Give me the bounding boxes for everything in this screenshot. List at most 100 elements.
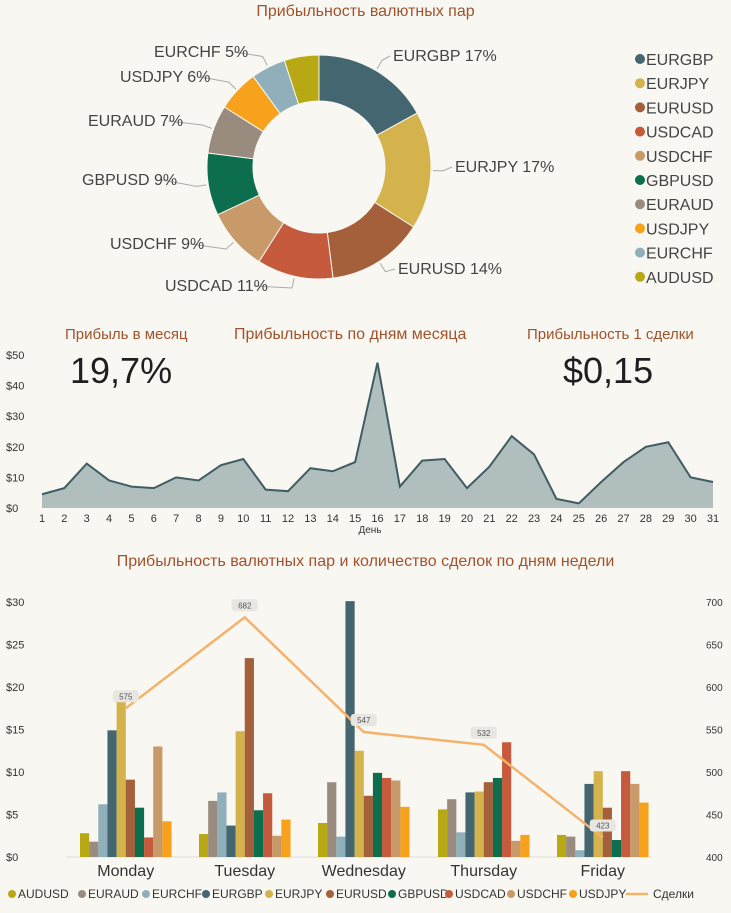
- legend-label-audusd: AUDUSD: [646, 270, 714, 287]
- daily-xtick: 3: [84, 513, 90, 525]
- daily-xtick: 8: [196, 513, 202, 525]
- legend-marker-usdjpy: [635, 223, 645, 234]
- weekly-ytick-right: 600: [706, 683, 723, 694]
- bar-friday-eurjpy: [593, 771, 603, 857]
- daily-title: Прибыльность по дням месяца: [234, 326, 467, 343]
- daily-ytick: $0: [6, 503, 18, 515]
- donut-label-eurchf: EURCHF 5%: [154, 44, 248, 61]
- bar-friday-eurchf: [575, 850, 585, 857]
- weekly-xtick-friday: Friday: [581, 863, 625, 880]
- weekly-legend-label-deals: Сделки: [653, 887, 694, 901]
- deal-profit-value: $0,15: [563, 350, 654, 391]
- donut-label-eurusd: EURUSD 14%: [398, 261, 502, 278]
- bar-tuesday-usdcad: [263, 793, 273, 857]
- daily-xtick: 1: [39, 513, 45, 525]
- weekly-ytick-left: $15: [6, 725, 24, 737]
- donut-label-euraud: EURAUD 7%: [88, 113, 183, 130]
- legend-label-gbpusd: GBPUSD: [646, 173, 714, 190]
- weekly-xtick-thursday: Thursday: [450, 863, 517, 880]
- weekly-legend-label-euraud: EURAUD: [88, 887, 139, 901]
- daily-xtick: 13: [304, 513, 316, 525]
- donut-leader-eurusd: [379, 262, 396, 273]
- bar-tuesday-eurusd: [244, 658, 254, 857]
- weekly-legend-label-gbpusd: GBPUSD: [398, 887, 449, 901]
- daily-xlabel: День: [358, 525, 381, 536]
- bar-monday-eurgbp: [107, 730, 117, 857]
- bar-monday-euraud: [89, 841, 99, 857]
- donut-label-gbpusd: GBPUSD 9%: [82, 172, 177, 189]
- bar-friday-usdcad: [621, 771, 631, 857]
- deals-label: 532: [477, 729, 491, 738]
- daily-xtick: 10: [237, 513, 249, 525]
- donut-label-usdcad: USDCAD 11%: [165, 278, 268, 295]
- weekly-legend-label-eurgbp: EURGBP: [212, 887, 263, 901]
- bar-tuesday-audusd: [199, 834, 209, 857]
- legend-label-euraud: EURAUD: [646, 197, 714, 214]
- daily-xtick: 20: [461, 513, 473, 525]
- weekly-ytick-left: $10: [6, 767, 24, 779]
- weekly-legend-marker-eurusd: [326, 890, 334, 898]
- daily-xtick: 19: [438, 513, 450, 525]
- daily-xtick: 29: [662, 513, 674, 525]
- donut-label-usdchf: USDCHF 9%: [110, 236, 204, 253]
- daily-ytick: $40: [6, 381, 24, 393]
- daily-line: [41, 362, 714, 505]
- weekly-xtick-wednesday: Wednesday: [322, 863, 406, 880]
- bar-tuesday-eurchf: [217, 792, 227, 857]
- donut-label-usdjpy: USDJPY 6%: [120, 69, 210, 86]
- bar-monday-eurusd: [125, 779, 135, 857]
- bar-monday-eurjpy: [116, 700, 126, 857]
- legend-marker-gbpusd: [635, 175, 645, 185]
- bar-wednesday-eurgbp: [345, 601, 355, 857]
- weekly-legend-marker-audusd: [8, 890, 16, 898]
- daily-xtick: 26: [595, 513, 607, 525]
- bar-friday-usdjpy: [639, 802, 649, 857]
- bar-thursday-usdjpy: [520, 834, 530, 857]
- donut-leader-gbpusd: [162, 179, 207, 187]
- donut-leader-usdchf: [190, 242, 234, 250]
- donut-leader-eurchf: [234, 51, 268, 66]
- weekly-legend-label-eurusd: EURUSD: [336, 887, 387, 901]
- weekly-ytick-right: 650: [706, 641, 723, 652]
- deals-label: 423: [596, 821, 610, 830]
- daily-xtick: 7: [173, 513, 179, 525]
- bar-friday-audusd: [557, 834, 567, 857]
- donut-chart: EURGBP 17% EURJPY 17% EURUSD 14% USDCAD 11%…: [82, 44, 714, 295]
- bar-monday-usdcad: [144, 837, 154, 857]
- bar-friday-usdchf: [630, 783, 640, 857]
- weekly-legend-label-usdcad: USDCAD: [455, 887, 506, 901]
- donut-leader-eurjpy: [432, 166, 453, 172]
- weekly-legend-marker-euraud: [78, 890, 86, 898]
- daily-xtick: 9: [218, 513, 224, 525]
- daily-xtick: 5: [128, 513, 134, 525]
- daily-xtick: 23: [528, 513, 540, 525]
- weekly-legend-marker-usdjpy: [569, 890, 577, 898]
- legend-label-eurgbp: EURGBP: [646, 52, 714, 69]
- bar-wednesday-eurusd: [363, 795, 373, 857]
- bar-tuesday-euraud: [208, 800, 218, 857]
- daily-xtick: 18: [416, 513, 428, 525]
- weekly-legend-label-usdjpy: USDJPY: [579, 887, 626, 901]
- bar-monday-usdchf: [153, 746, 163, 857]
- bar-thursday-eurjpy: [474, 791, 484, 857]
- deals-line: [124, 615, 604, 839]
- bar-thursday-eurgbp: [465, 792, 475, 857]
- deals-label-bg: [470, 726, 497, 739]
- daily-xtick: 4: [106, 513, 112, 525]
- daily-xtick: 15: [349, 513, 361, 525]
- daily-xtick: 2: [61, 513, 67, 525]
- daily-xtick: 11: [260, 513, 271, 525]
- legend-marker-usdchf: [635, 150, 645, 161]
- legend-label-eurusd: EURUSD: [646, 100, 714, 117]
- bar-friday-gbpusd: [611, 840, 622, 857]
- legend-marker-usdcad: [635, 126, 645, 137]
- bar-tuesday-usdchf: [272, 835, 282, 857]
- donut-slice-audusd: [283, 54, 320, 105]
- deal-profit-label: Прибыльность 1 сделки: [527, 326, 694, 343]
- weekly-ytick-left: $25: [6, 640, 24, 652]
- donut-leader-eurgbp: [376, 55, 391, 70]
- weekly-ytick-left: $20: [6, 682, 24, 694]
- month-profit-label: Прибыль в месяц: [65, 326, 188, 343]
- bar-friday-eurgbp: [584, 783, 594, 857]
- daily-xtick: 30: [685, 513, 697, 525]
